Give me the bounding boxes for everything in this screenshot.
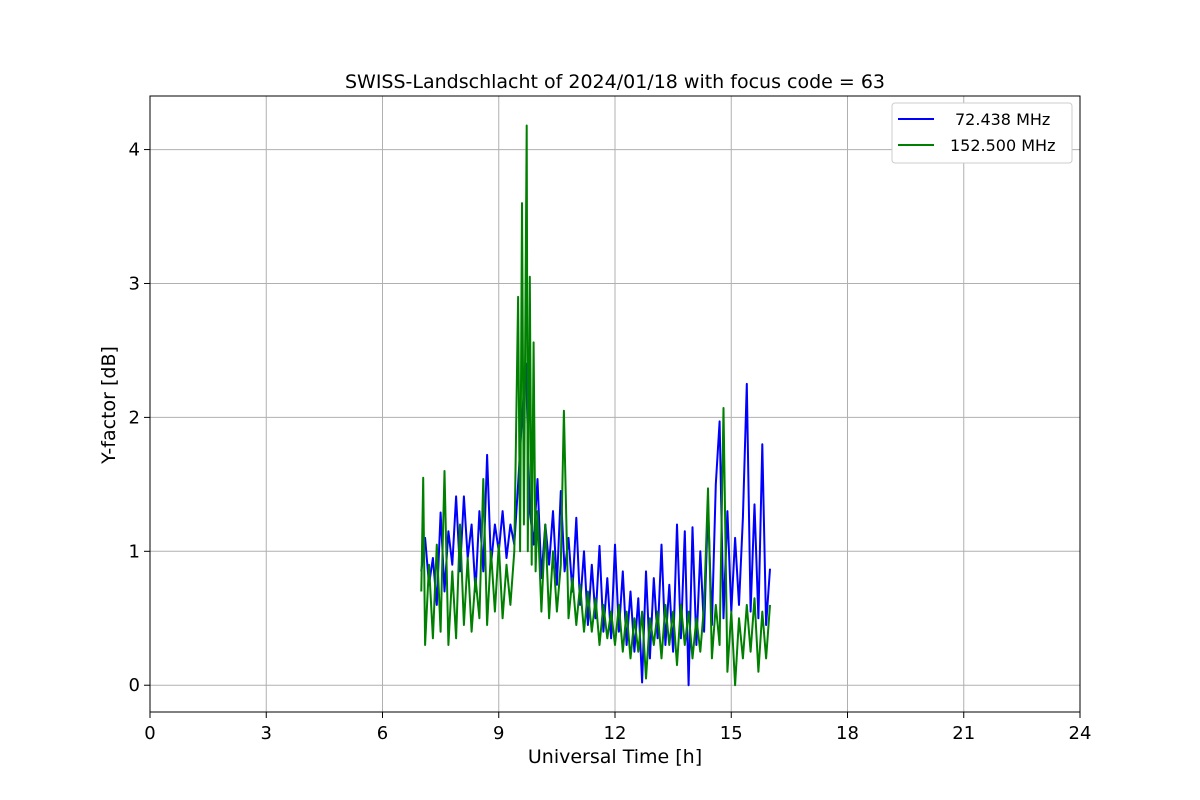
y-tick-label: 1 xyxy=(129,541,140,562)
x-tick-label: 6 xyxy=(377,723,388,744)
y-tick-label: 2 xyxy=(129,407,140,428)
x-tick-label: 24 xyxy=(1069,723,1092,744)
series-line-2 xyxy=(420,124,771,687)
legend-label-series-1: 72.438 MHz xyxy=(955,110,1050,129)
legend-label-series-2: 152.500 MHz xyxy=(950,136,1055,155)
x-tick-label: 9 xyxy=(493,723,504,744)
legend: 72.438 MHz 152.500 MHz xyxy=(891,102,1073,164)
plot-lines xyxy=(420,124,771,687)
x-tick-label: 3 xyxy=(261,723,272,744)
x-tick-label: 12 xyxy=(604,723,627,744)
chart-title: SWISS-Landschlacht of 2024/01/18 with fo… xyxy=(345,71,885,93)
x-tick-label: 0 xyxy=(144,723,155,744)
x-axis-label: Universal Time [h] xyxy=(528,746,702,768)
y-tick-label: 3 xyxy=(129,273,140,294)
y-tick-label: 4 xyxy=(129,140,140,161)
y-axis-label: Y-factor [dB] xyxy=(98,346,120,465)
x-tick-label: 21 xyxy=(952,723,975,744)
x-tick-label: 15 xyxy=(720,723,743,744)
y-tick-label: 0 xyxy=(129,675,140,696)
x-tick-label: 18 xyxy=(836,723,859,744)
legend-box xyxy=(891,102,1073,164)
